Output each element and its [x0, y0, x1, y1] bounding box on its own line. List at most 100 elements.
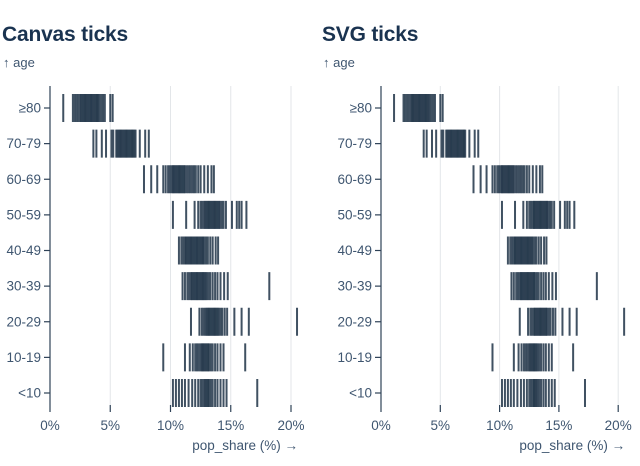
tick-mark — [206, 307, 209, 336]
tick-mark — [534, 379, 537, 407]
tick-mark — [537, 200, 540, 229]
tick-mark — [203, 379, 206, 407]
tick-mark — [554, 307, 557, 336]
y-tick-label: 40-49 — [6, 243, 41, 258]
tick-mark — [393, 94, 396, 122]
tick-mark — [500, 165, 503, 194]
tick-mark — [191, 272, 194, 301]
tick-mark — [544, 379, 547, 407]
tick-mark — [536, 379, 539, 407]
tick-mark — [538, 343, 541, 372]
tick-mark — [82, 94, 85, 122]
tick-mark — [177, 379, 180, 407]
tick-mark — [522, 379, 525, 407]
tick-mark — [185, 165, 188, 194]
tick-mark — [199, 165, 202, 194]
tick-mark — [177, 236, 180, 265]
tick-mark — [524, 272, 527, 301]
tick-mark — [547, 379, 550, 407]
tick-mark — [426, 94, 429, 122]
tick-mark — [117, 129, 120, 158]
tick-mark — [194, 379, 197, 407]
tick-mark — [187, 165, 190, 194]
tick-mark — [197, 379, 200, 407]
tick-mark — [439, 94, 442, 122]
tick-mark — [522, 272, 525, 301]
tick-mark — [205, 272, 208, 301]
tick-mark — [206, 200, 209, 229]
tick-mark — [540, 272, 543, 301]
tick-mark — [203, 343, 206, 372]
tick-mark — [100, 129, 103, 158]
tick-mark — [220, 200, 223, 229]
tick-mark — [196, 236, 199, 265]
tick-mark — [116, 129, 119, 158]
y-tick-label: 70-79 — [337, 136, 372, 151]
tick-mark — [216, 272, 219, 301]
tick-mark — [219, 379, 222, 407]
tick-mark — [506, 236, 509, 265]
tick-mark — [122, 129, 125, 158]
tick-mark — [412, 94, 415, 122]
tick-mark — [528, 236, 531, 265]
tick-mark — [508, 165, 511, 194]
tick-mark — [110, 129, 113, 158]
tick-mark — [409, 94, 412, 122]
x-tick-label: 20% — [605, 418, 632, 433]
tick-mark — [459, 129, 462, 158]
tick-mark — [194, 272, 197, 301]
tick-mark — [205, 236, 208, 265]
tick-mark — [506, 379, 509, 407]
tick-mark — [132, 129, 135, 158]
tick-mark — [211, 379, 214, 407]
tick-mark — [512, 379, 515, 407]
tick-mark — [214, 379, 217, 407]
tick-mark — [491, 343, 494, 372]
tick-mark — [212, 200, 215, 229]
tick-mark — [215, 307, 218, 336]
tick-mark — [499, 165, 502, 194]
tick-mark — [525, 272, 528, 301]
tick-mark — [537, 272, 540, 301]
tick-mark — [540, 343, 543, 372]
tick-mark — [517, 236, 520, 265]
tick-mark — [550, 343, 553, 372]
tick-mark — [503, 165, 506, 194]
tick-mark — [217, 307, 220, 336]
tick-mark — [83, 94, 86, 122]
tick-mark — [174, 165, 177, 194]
tick-mark — [506, 165, 509, 194]
tick-mark — [413, 94, 416, 122]
tick-mark — [129, 129, 132, 158]
tick-mark — [199, 272, 202, 301]
tick-mark — [245, 200, 248, 229]
y-tick-label: 40-49 — [337, 243, 372, 258]
tick-mark — [529, 343, 532, 372]
tick-mark — [156, 165, 159, 194]
y-tick-label: ≥80 — [350, 101, 372, 116]
tick-mark — [532, 200, 535, 229]
tick-mark — [535, 200, 538, 229]
tick-mark — [468, 129, 471, 158]
tick-mark — [531, 379, 534, 407]
tick-mark — [214, 236, 217, 265]
tick-mark — [183, 272, 186, 301]
tick-mark — [240, 200, 243, 229]
tick-mark — [523, 272, 526, 301]
tick-mark — [174, 379, 177, 407]
tick-mark — [519, 165, 522, 194]
tick-mark — [553, 200, 556, 229]
tick-mark — [221, 307, 224, 336]
x-tick-label: 10% — [486, 418, 513, 433]
tick-mark — [205, 307, 208, 336]
tick-mark — [214, 200, 217, 229]
tick-mark — [531, 343, 534, 372]
tick-mark — [535, 307, 538, 336]
tick-mark — [531, 307, 534, 336]
tick-mark — [433, 94, 436, 122]
tick-mark — [529, 272, 532, 301]
tick-mark — [171, 200, 174, 229]
tick-mark — [522, 200, 525, 229]
tick-mark — [211, 272, 214, 301]
